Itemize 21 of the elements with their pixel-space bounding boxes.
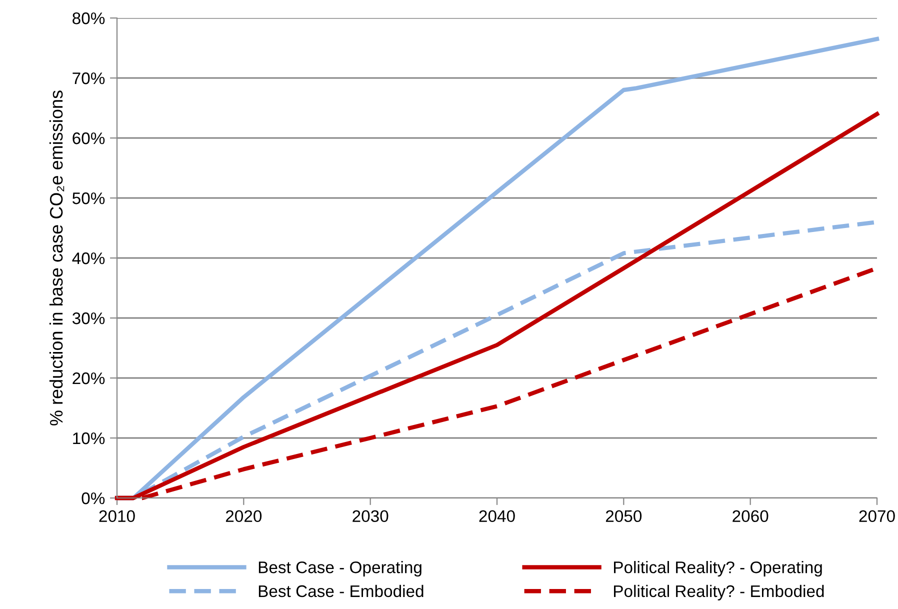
y-tick-label: 60% — [72, 132, 105, 144]
x-tick-label: 2070 — [859, 510, 895, 522]
x-tick-label: 2050 — [606, 510, 642, 522]
y-tick-label: 0% — [82, 492, 105, 504]
legend-label: Political Reality? - Embodied — [614, 584, 824, 600]
x-tick-label: 2010 — [99, 510, 135, 522]
y-axis-title: % reduction in base case CO₂e emissions — [49, 90, 64, 426]
y-tick-label: 70% — [72, 72, 105, 84]
y-tick-label: 50% — [72, 192, 105, 204]
x-tick-label: 2030 — [352, 510, 388, 522]
y-tick-label: 20% — [72, 372, 105, 384]
legend-label: Best Case - Embodied — [258, 584, 424, 598]
legend-label: Political Reality? - Operating — [614, 561, 822, 577]
x-tick-label: 2040 — [479, 510, 515, 522]
x-tick-label: 2060 — [732, 510, 768, 522]
x-tick-label: 2020 — [226, 510, 262, 522]
y-tick-label: 30% — [72, 312, 105, 324]
y-tick-label: 10% — [73, 432, 105, 444]
legend-label: Best Case - Operating — [258, 561, 422, 577]
y-tick-label: 40% — [72, 252, 105, 264]
y-tick-label: 80% — [72, 12, 105, 24]
